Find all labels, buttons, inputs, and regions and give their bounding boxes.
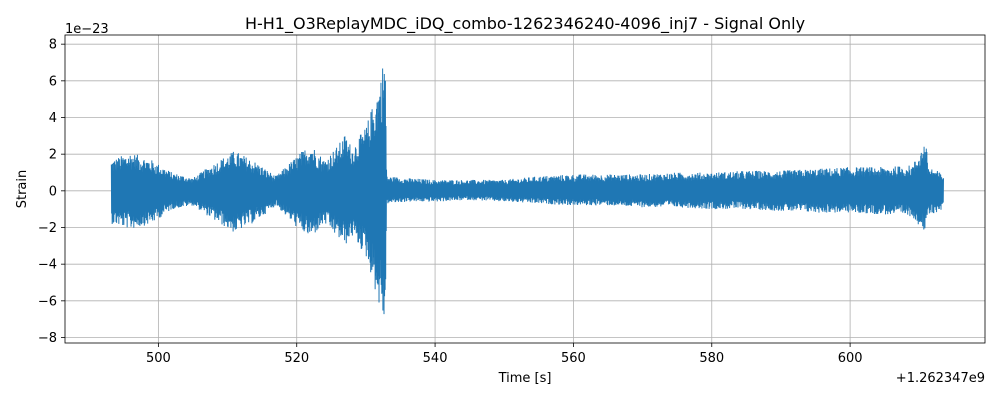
signal-series [110, 68, 944, 315]
x-tick-label: 500 [146, 351, 171, 366]
y-tick-label: −8 [38, 331, 57, 346]
y-tick-label: 0 [49, 184, 57, 199]
plot-frame [64, 34, 986, 344]
y-tick-label: 4 [49, 111, 57, 126]
y-axis-label: Strain [15, 170, 30, 209]
chart-title: H-H1_O3ReplayMDC_iDQ_combo-1262346240-40… [245, 14, 805, 34]
signal-trace [110, 68, 944, 315]
x-axis-label: Time [s] [498, 371, 552, 386]
x-tick-label: 580 [699, 351, 724, 366]
y-tick-label: 8 [49, 38, 57, 53]
x-offset-label: +1.262347e9 [896, 371, 985, 386]
x-tick-label: 600 [838, 351, 863, 366]
y-tick-label: −6 [38, 294, 57, 309]
y-scale-label: 1e−23 [65, 22, 109, 37]
tick-layer: 500 520 540 560 580 600 −8 −6 −4 −2 0 2 4 6 8 [38, 38, 863, 366]
x-tick-label: 560 [561, 351, 586, 366]
y-tick-label: 2 [49, 148, 57, 163]
x-tick-label: 540 [423, 351, 448, 366]
y-tick-label: 6 [49, 74, 57, 89]
x-tick-label: 520 [284, 351, 309, 366]
y-tick-label: −4 [38, 258, 57, 273]
y-tick-label: −2 [38, 221, 57, 236]
